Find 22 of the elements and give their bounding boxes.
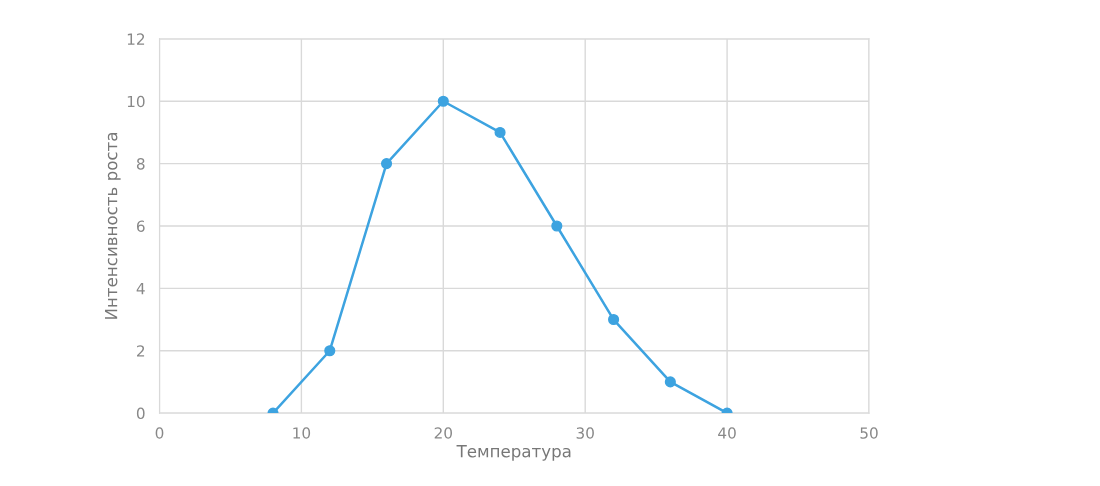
x-tick-label: 20 [434,427,453,439]
y-axis-title: Интенсивность роста [105,133,121,319]
point [664,376,676,388]
x-tick-label: 0 [155,427,164,439]
point [551,220,563,232]
point [608,313,620,326]
y-tick-label: 0 [136,407,145,420]
point [380,158,393,170]
x-tick-label: 50 [860,427,878,439]
y-tick-label: 10 [127,95,145,108]
x-tick-label: 30 [576,427,594,439]
point [494,126,506,138]
y-tick-label: 2 [137,345,145,357]
y-tick-label: 4 [136,283,145,295]
point [437,95,449,107]
y-tick-label: 6 [136,220,145,233]
x-axis-title: Температура [456,445,571,461]
x-tick-label: 40 [718,427,736,439]
x-tick-label: 10 [293,427,311,439]
y-tick-label: 12 [127,33,145,45]
y-tick-label: 8 [136,158,145,170]
point [324,345,336,357]
